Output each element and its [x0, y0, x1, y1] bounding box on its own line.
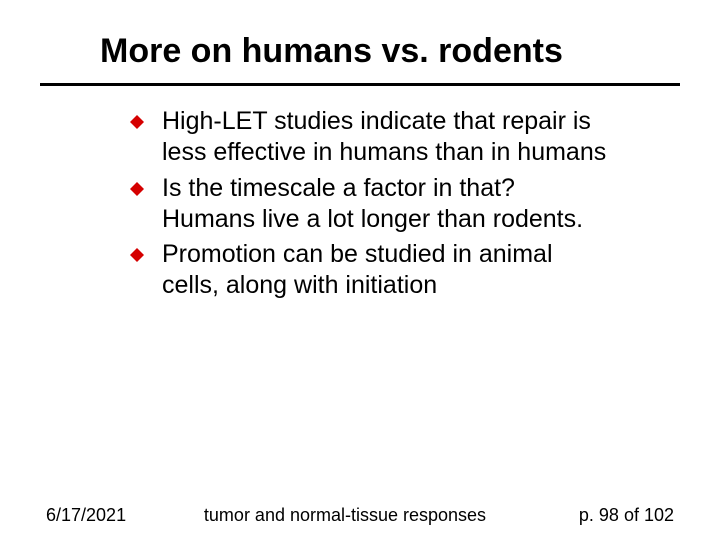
bullet-text: Promotion can be studied in animal cells…	[162, 239, 610, 302]
diamond-bullet-icon	[130, 248, 144, 262]
slide: More on humans vs. rodents High-LET stud…	[0, 0, 720, 540]
slide-title: More on humans vs. rodents	[0, 0, 720, 81]
diamond-bullet-icon	[130, 182, 144, 196]
diamond-bullet-icon	[130, 115, 144, 129]
bullet-text: High-LET studies indicate that repair is…	[162, 106, 610, 169]
list-item: High-LET studies indicate that repair is…	[130, 106, 610, 169]
footer-center-title: tumor and normal-tissue responses	[136, 505, 544, 526]
footer-page-number: p. 98 of 102	[544, 505, 674, 526]
slide-footer: 6/17/2021 tumor and normal-tissue respon…	[0, 505, 720, 526]
footer-date: 6/17/2021	[46, 505, 136, 526]
list-item: Promotion can be studied in animal cells…	[130, 239, 610, 302]
bullet-text: Is the timescale a factor in that? Human…	[162, 173, 610, 236]
bullet-list: High-LET studies indicate that repair is…	[0, 86, 720, 302]
list-item: Is the timescale a factor in that? Human…	[130, 173, 610, 236]
